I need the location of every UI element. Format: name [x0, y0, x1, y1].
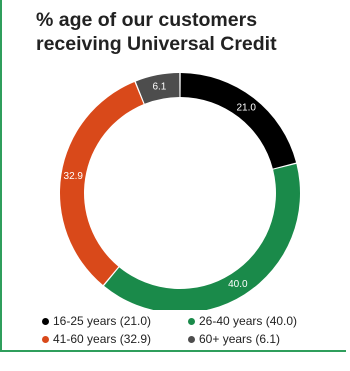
- chart-legend: 16-25 years (21.0) 26-40 years (40.0) 41…: [42, 313, 342, 347]
- legend-label-41-60: 41-60 years (32.9): [53, 332, 152, 346]
- chart-title-line-1: % age of our customers: [36, 9, 258, 31]
- chart-title-line-2: receiving Universal Credit: [36, 33, 277, 55]
- donut-slice-60-years: [135, 73, 180, 104]
- legend-swatch-60-plus: [188, 335, 195, 343]
- legend-item-60-plus: 60+ years (6.1): [188, 331, 328, 347]
- chart-title: % age of our customers receiving Univers…: [36, 8, 336, 56]
- legend-label-26-40: 26-40 years (40.0): [199, 314, 298, 328]
- data-label-26-40-years: 40.0: [228, 279, 248, 290]
- donut-slice-26-40-years: [104, 163, 300, 310]
- donut-slice-41-60-years: [60, 81, 144, 286]
- data-label-16-25-years: 21.0: [236, 102, 256, 113]
- legend-swatch-16-25: [42, 317, 49, 325]
- legend-swatch-26-40: [188, 317, 195, 325]
- donut-slice-16-25-years: [180, 73, 297, 169]
- legend-swatch-41-60: [42, 335, 49, 343]
- donut-chart: 21.0 40.0 32.9 6.1: [60, 73, 300, 310]
- legend-item-16-25: 16-25 years (21.0): [42, 313, 188, 329]
- chart-card: % age of our customers receiving Univers…: [0, 0, 346, 352]
- data-label-60-years: 6.1: [152, 82, 166, 93]
- legend-item-26-40: 26-40 years (40.0): [188, 313, 328, 329]
- legend-label-16-25: 16-25 years (21.0): [53, 314, 152, 328]
- legend-label-60-plus: 60+ years (6.1): [199, 332, 281, 346]
- legend-item-41-60: 41-60 years (32.9): [42, 331, 188, 347]
- data-label-41-60-years: 32.9: [64, 171, 84, 182]
